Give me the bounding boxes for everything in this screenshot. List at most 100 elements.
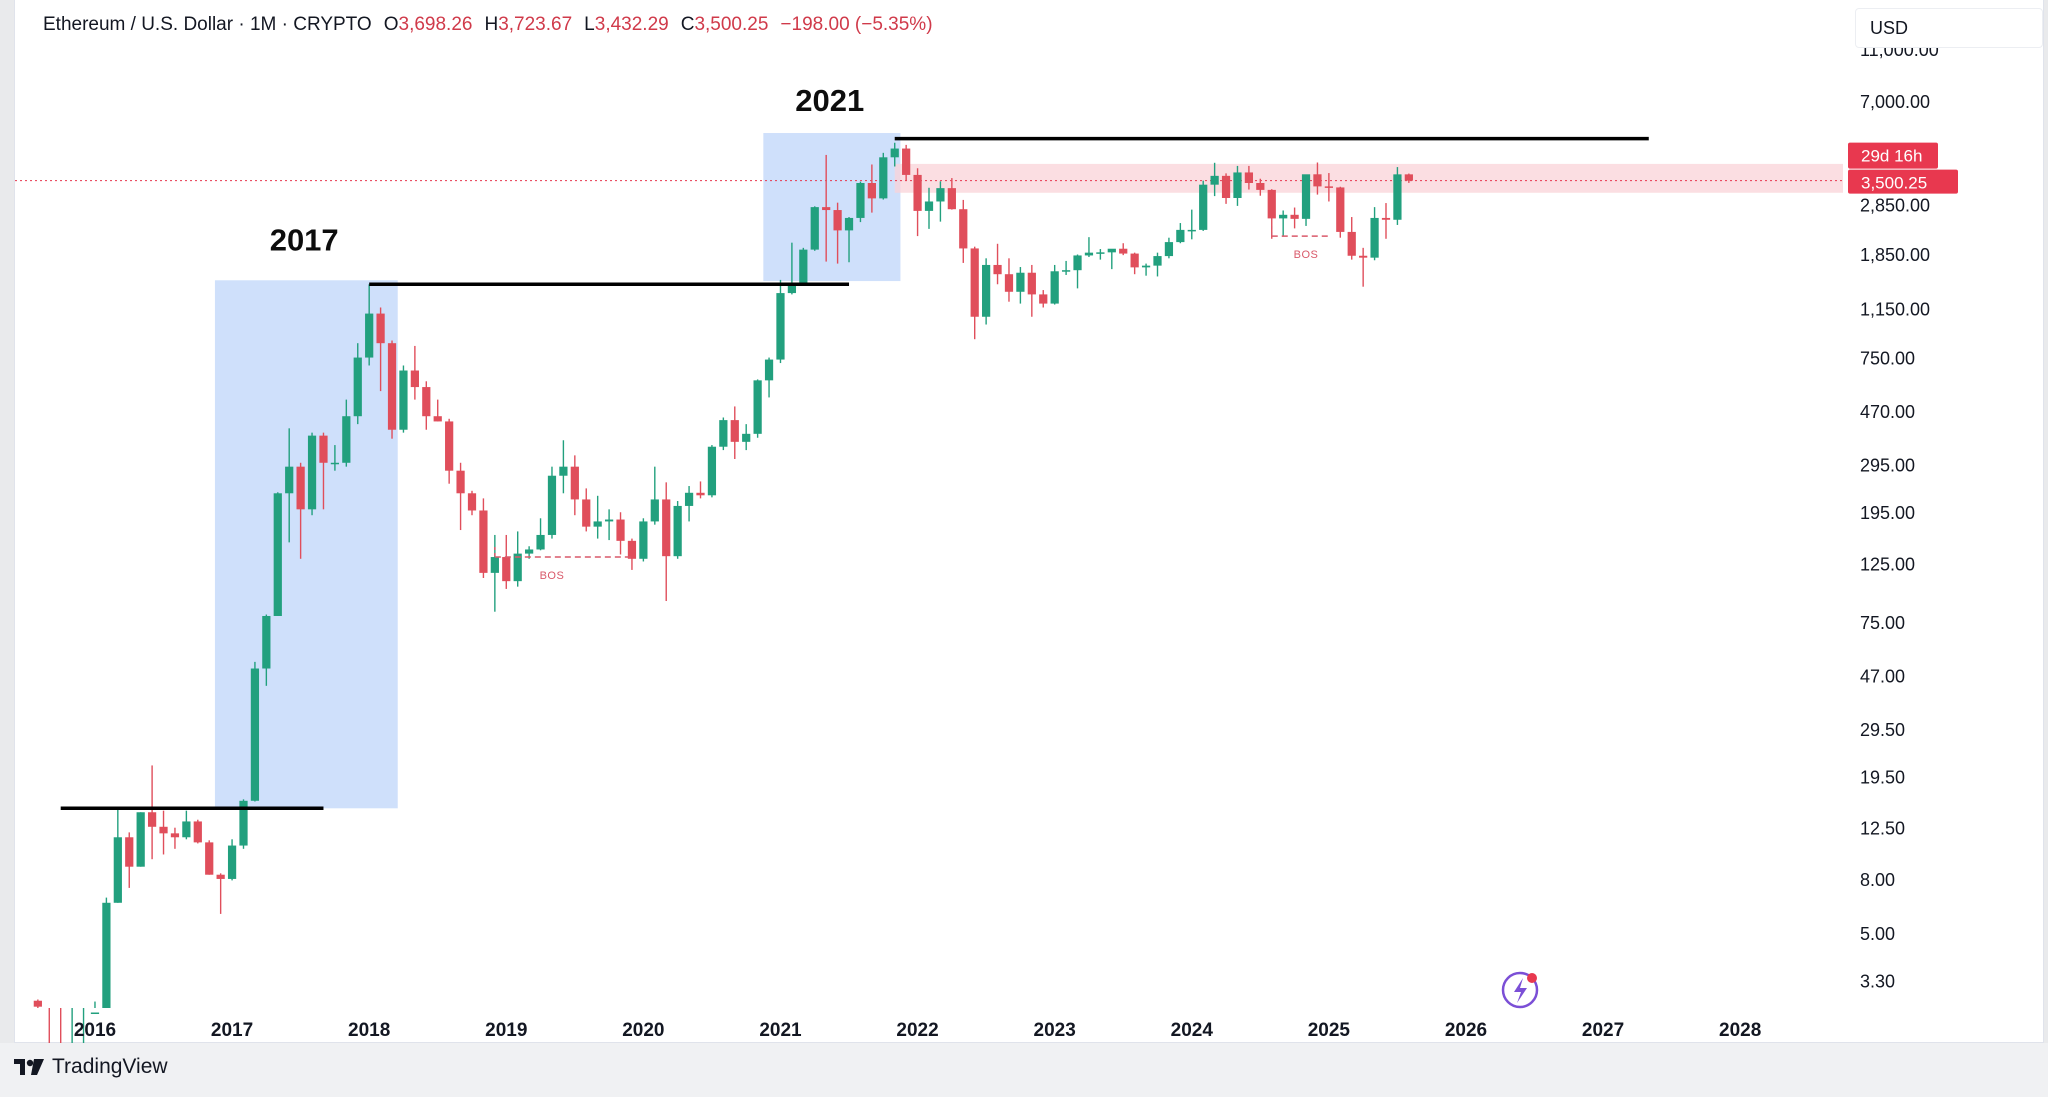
candle: [822, 154, 831, 262]
candle-body: [1404, 174, 1413, 181]
y-tick-label: 295.00: [1860, 456, 1915, 476]
x-tick-label: 2026: [1445, 1020, 1487, 1041]
candle-body: [547, 475, 557, 535]
candle-body: [570, 466, 579, 500]
candle: [639, 518, 648, 562]
candle: [719, 417, 728, 451]
candle-body: [890, 148, 899, 158]
candle: [1096, 249, 1105, 260]
candle-body: [536, 534, 545, 550]
candle-body: [1176, 229, 1185, 243]
countdown-tag: [1848, 142, 1938, 169]
candle: [1324, 173, 1333, 202]
candle: [513, 531, 522, 587]
symbol-legend: Ethereum / U.S. Dollar · 1M · CRYPTO O 3…: [43, 14, 933, 36]
candle: [867, 164, 876, 213]
change-value: −198.00 (−5.35%): [780, 14, 933, 35]
candle: [1073, 254, 1082, 289]
candle: [1050, 264, 1059, 305]
x-tick-label: 2019: [485, 1020, 527, 1041]
candle: [205, 840, 214, 875]
candle: [296, 462, 305, 559]
candle: [1336, 186, 1345, 238]
candle-body: [262, 615, 271, 669]
candle: [353, 343, 362, 425]
brand[interactable]: TradingView: [14, 1055, 168, 1079]
candle: [376, 307, 385, 392]
candle: [33, 999, 42, 1008]
candle-body: [513, 553, 522, 582]
candle-body: [913, 174, 922, 211]
candle: [1279, 210, 1288, 237]
candle-body: [1039, 294, 1048, 304]
candle: [1107, 248, 1116, 270]
candle-body: [273, 493, 282, 616]
candle-body: [810, 207, 819, 250]
ai-assistant-icon[interactable]: [1501, 971, 1539, 1009]
symbol-title[interactable]: Ethereum / U.S. Dollar · 1M · CRYPTO: [43, 14, 372, 35]
candle-body: [1050, 271, 1059, 304]
candle: [307, 432, 317, 516]
candle-body: [250, 668, 260, 801]
y-tick-label: 19.50: [1860, 768, 1905, 788]
candle-body: [1256, 182, 1265, 190]
open-label: O: [383, 14, 399, 35]
candle-body: [936, 188, 945, 202]
candle-body: [159, 826, 168, 834]
candle-body: [170, 833, 180, 838]
x-tick-label: 2023: [1034, 1020, 1076, 1041]
candle-body: [125, 837, 134, 867]
candle-body: [1313, 174, 1322, 187]
x-tick-label: 2027: [1582, 1020, 1624, 1041]
candle: [422, 381, 431, 430]
candle-body: [1199, 184, 1208, 230]
y-tick-label: 75.00: [1860, 613, 1905, 633]
candle: [1233, 165, 1242, 206]
candle: [342, 399, 351, 467]
candle-body: [799, 249, 808, 285]
currency-selector[interactable]: USD: [1855, 8, 2043, 48]
price-tag-text: 3,500.25: [1861, 174, 1927, 193]
candle: [502, 534, 511, 589]
x-tick-label: 2020: [622, 1020, 664, 1041]
candle-body: [479, 510, 488, 573]
candle-body: [764, 359, 774, 381]
candle-body: [376, 313, 385, 344]
candle: [1164, 237, 1174, 259]
candle-body: [787, 284, 797, 294]
tradingview-logo-icon: [14, 1059, 44, 1075]
candle-body: [719, 420, 728, 447]
brand-name: TradingView: [52, 1055, 168, 1078]
candle-body: [924, 201, 934, 211]
candle: [1061, 260, 1071, 275]
bos-label: BOS: [540, 570, 565, 582]
candle: [182, 810, 191, 840]
candle-body: [193, 821, 202, 843]
candle: [879, 152, 888, 200]
x-tick-label: 2028: [1719, 1020, 1761, 1041]
candle: [707, 445, 717, 498]
candle-body: [1233, 172, 1242, 198]
candle: [982, 258, 991, 325]
candle-body: [707, 446, 717, 496]
candle-body: [616, 519, 625, 541]
candle: [1290, 207, 1299, 229]
candle: [970, 246, 979, 340]
candle-body: [1279, 214, 1288, 219]
candle: [1381, 203, 1391, 239]
candle-body: [136, 812, 145, 867]
candle-body: [1004, 274, 1014, 292]
candle-body: [673, 505, 682, 557]
low-value: 3,432.29: [594, 14, 669, 35]
candle: [479, 498, 488, 578]
candle-body: [216, 874, 225, 879]
candle: [433, 399, 442, 422]
footer-bar: TradingView: [0, 1043, 2048, 1097]
candle: [1176, 223, 1185, 244]
candle-body: [650, 499, 659, 522]
candle: [947, 178, 956, 210]
y-tick-label: 8.00: [1860, 870, 1895, 890]
candle-body: [604, 519, 614, 522]
candle-body: [833, 210, 842, 231]
